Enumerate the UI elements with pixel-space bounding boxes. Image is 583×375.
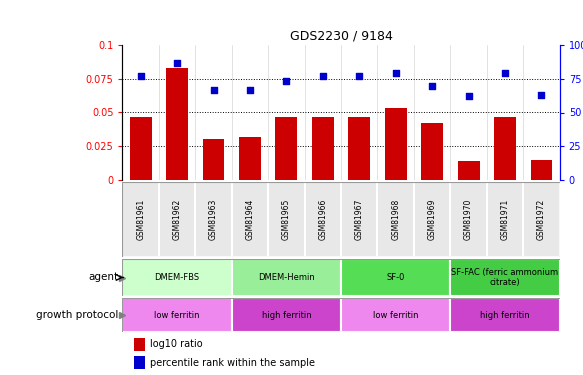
Bar [450, 298, 560, 332]
Point [464, 93, 473, 99]
Bar [231, 259, 341, 296]
Text: GSM81966: GSM81966 [318, 199, 327, 240]
Text: high ferritin: high ferritin [480, 310, 530, 320]
Bar [494, 117, 516, 180]
Bar [458, 161, 479, 180]
Point [354, 73, 364, 79]
Text: agent: agent [88, 273, 118, 282]
Bar [341, 182, 377, 257]
Point [391, 70, 401, 76]
Bar [341, 298, 450, 332]
Bar [239, 137, 261, 180]
Point [427, 82, 437, 88]
Bar [385, 108, 406, 180]
Bar [523, 182, 560, 257]
Point [500, 70, 510, 76]
Text: GSM81963: GSM81963 [209, 199, 218, 240]
Text: percentile rank within the sample: percentile rank within the sample [150, 358, 315, 368]
Bar [348, 117, 370, 180]
Bar [414, 182, 450, 257]
Text: GSM81965: GSM81965 [282, 199, 291, 240]
Text: log10 ratio: log10 ratio [150, 339, 203, 349]
Text: GSM81971: GSM81971 [501, 199, 510, 240]
Point [136, 73, 145, 79]
Bar [341, 259, 450, 296]
Point [282, 78, 291, 84]
Text: GSM81962: GSM81962 [173, 199, 181, 240]
Text: GSM81964: GSM81964 [245, 199, 254, 240]
Bar [134, 338, 145, 351]
Text: growth protocol: growth protocol [36, 310, 118, 320]
Text: GSM81967: GSM81967 [355, 199, 364, 240]
Bar [122, 182, 159, 257]
Bar [195, 182, 231, 257]
Bar [122, 259, 231, 296]
Text: DMEM-FBS: DMEM-FBS [154, 273, 199, 282]
Bar [268, 182, 304, 257]
Text: GSM81972: GSM81972 [537, 199, 546, 240]
Bar [159, 182, 195, 257]
Point [245, 87, 255, 93]
Text: high ferritin: high ferritin [262, 310, 311, 320]
Text: GSM81969: GSM81969 [428, 199, 437, 240]
Bar [531, 160, 552, 180]
Bar [450, 182, 487, 257]
Bar [275, 117, 297, 180]
Text: GSM81968: GSM81968 [391, 199, 400, 240]
Text: SF-FAC (ferric ammonium
citrate): SF-FAC (ferric ammonium citrate) [451, 268, 559, 287]
Text: GSM81961: GSM81961 [136, 199, 145, 240]
Point [173, 60, 182, 66]
Text: low ferritin: low ferritin [373, 310, 419, 320]
Text: low ferritin: low ferritin [154, 310, 200, 320]
Text: SF-0: SF-0 [387, 273, 405, 282]
Title: GDS2230 / 9184: GDS2230 / 9184 [290, 30, 392, 42]
Bar [231, 182, 268, 257]
Bar [312, 117, 333, 180]
Bar [203, 140, 224, 180]
Bar [166, 68, 188, 180]
Point [318, 73, 328, 79]
Bar [450, 259, 560, 296]
Bar [487, 182, 523, 257]
Bar [134, 356, 145, 369]
Text: GSM81970: GSM81970 [464, 199, 473, 240]
Text: DMEM-Hemin: DMEM-Hemin [258, 273, 315, 282]
Point [537, 92, 546, 98]
Bar [129, 117, 152, 180]
Bar [231, 298, 341, 332]
Point [209, 87, 218, 93]
Bar [122, 298, 231, 332]
Bar [304, 182, 341, 257]
Bar [421, 123, 443, 180]
Bar [377, 182, 414, 257]
